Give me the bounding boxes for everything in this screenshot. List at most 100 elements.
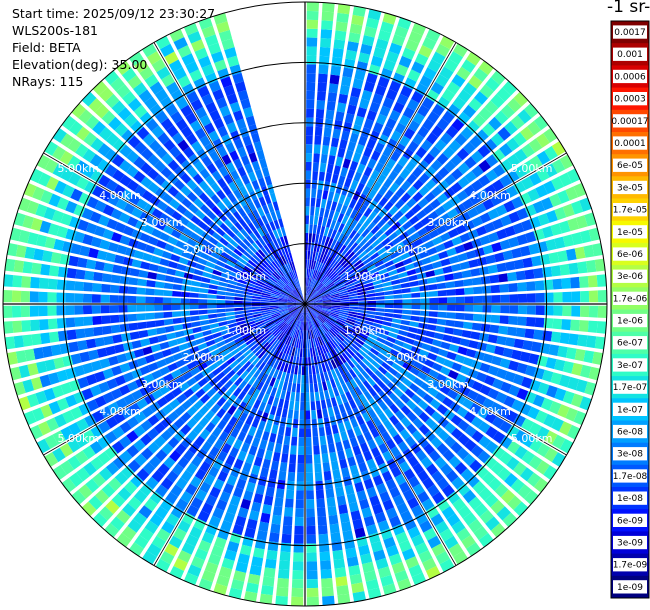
range-gate: [392, 433, 404, 445]
range-gate: [213, 216, 223, 227]
range-gate: [309, 320, 314, 330]
range-gate: [225, 454, 236, 466]
range-gate: [418, 185, 430, 197]
range-gate: [289, 454, 297, 464]
range-gate: [149, 103, 163, 117]
range-gate: [70, 188, 83, 202]
range-gate: [320, 198, 327, 209]
range-gate: [444, 535, 459, 550]
range-gate: [411, 394, 422, 405]
range-gate: [81, 388, 94, 401]
range-gate: [262, 458, 271, 469]
range-gate: [48, 223, 60, 236]
range-gate: [369, 495, 381, 507]
range-gate: [180, 411, 192, 423]
range-gate: [257, 391, 265, 402]
range-gate: [336, 495, 347, 506]
range-gate: [105, 416, 118, 429]
range-gate: [472, 313, 483, 322]
range-gate: [498, 325, 508, 335]
range-gate: [492, 416, 505, 429]
range-gate: [29, 305, 39, 317]
range-gate: [424, 430, 437, 442]
range-gate: [139, 385, 151, 397]
range-gate: [455, 312, 465, 320]
range-gate: [330, 311, 340, 315]
ray: [305, 304, 481, 557]
range-gate: [389, 415, 400, 426]
range-gate: [561, 319, 571, 331]
range-gate: [404, 209, 415, 220]
range-gate: [279, 295, 289, 300]
range-gate: [363, 278, 373, 285]
range-gate: [522, 340, 533, 351]
range-gate: [318, 234, 323, 244]
range-gate: [260, 246, 269, 256]
range-gate: [411, 292, 421, 298]
range-gate: [216, 396, 227, 407]
ray: [18, 197, 305, 304]
range-gate: [391, 34, 406, 47]
range-gate: [479, 332, 490, 342]
range-gate: [309, 374, 313, 384]
range-gate: [229, 239, 239, 248]
range-gate: [203, 473, 216, 486]
range-gate: [108, 355, 119, 366]
range-gate: [82, 234, 94, 246]
range-gate: [394, 421, 405, 433]
range-gate: [562, 390, 575, 405]
range-gate: [445, 125, 459, 139]
range-gate: [355, 262, 365, 270]
range-gate: [241, 423, 251, 434]
range-gate: [252, 290, 262, 295]
colorbar-tick-label: 0.00017: [611, 117, 648, 127]
range-gate: [579, 276, 589, 288]
range-gate: [165, 103, 178, 117]
range-gate: [13, 259, 24, 273]
range-gate: [278, 425, 285, 436]
range-gate: [217, 177, 227, 189]
range-gate: [297, 347, 301, 357]
range-gate: [201, 367, 212, 377]
range-gate: [228, 256, 238, 264]
range-gate: [418, 45, 433, 58]
range-gate: [358, 360, 368, 370]
range-gate: [257, 371, 265, 381]
range-gate: [167, 362, 178, 372]
range-gate: [368, 211, 378, 221]
range-gate: [35, 390, 48, 405]
ray: [305, 60, 494, 304]
range-gate: [490, 132, 505, 147]
range-gate: [337, 422, 346, 433]
range-gate: [65, 394, 78, 408]
range-gate: [215, 97, 228, 109]
range-gate: [432, 362, 443, 372]
range-gate: [212, 231, 222, 241]
range-gate: [392, 284, 402, 290]
range-gate: [358, 393, 368, 404]
range-gate: [258, 521, 269, 532]
range-gate: [253, 369, 262, 379]
ray: [4, 304, 305, 350]
range-gate: [299, 321, 303, 331]
range-gate: [296, 304, 305, 306]
range-gate: [289, 261, 294, 271]
range-gate: [358, 250, 367, 259]
range-gate: [121, 129, 135, 143]
range-gate: [305, 295, 307, 304]
range-gate: [386, 138, 398, 150]
range-gate: [221, 442, 232, 454]
range-gate: [227, 203, 237, 214]
range-gate: [382, 97, 395, 109]
range-gate: [291, 319, 297, 328]
range-gate: [397, 382, 408, 393]
range-gate: [314, 126, 323, 137]
range-gate: [186, 430, 198, 442]
range-gate: [276, 361, 283, 371]
range-gate: [336, 266, 345, 275]
range-gate: [345, 320, 355, 326]
range-gate: [374, 435, 385, 446]
colorbar-label-box: [613, 47, 647, 61]
range-gate: [155, 35, 171, 50]
range-gate: [190, 232, 201, 242]
